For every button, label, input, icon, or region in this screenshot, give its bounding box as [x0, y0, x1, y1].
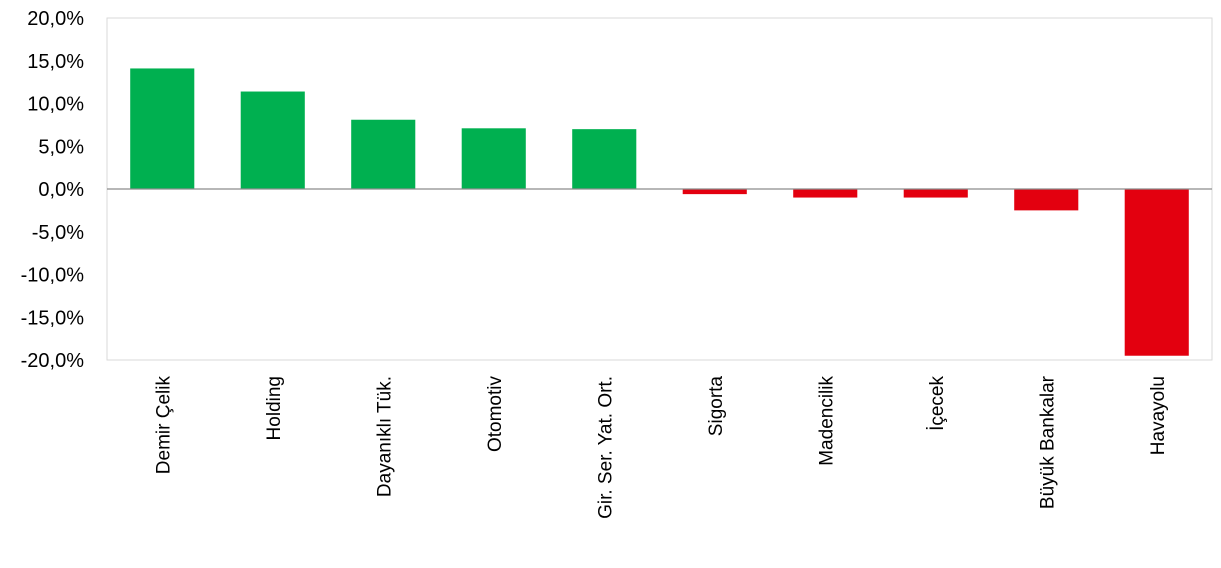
y-tick-label: 20,0% [27, 8, 84, 30]
y-tick-label: -15,0% [21, 307, 85, 329]
x-tick-label: İçecek [927, 376, 948, 431]
y-axis-tick-labels: 20,0% 15,0% 10,0% 5,0% 0,0% -5,0% -10,0% -15,0%… [21, 8, 85, 372]
x-tick-label: Holding [264, 376, 285, 440]
bar-6 [793, 189, 858, 198]
y-tick-label: 0,0% [38, 179, 84, 201]
y-tick-label: -10,0% [21, 265, 85, 287]
bar-7 [903, 189, 968, 198]
bar-9 [1124, 189, 1189, 356]
bar-2 [351, 119, 416, 189]
x-tick-label: Otomotiv [485, 376, 506, 453]
y-tick-label: 15,0% [27, 51, 84, 73]
y-tick-label: -5,0% [32, 222, 84, 244]
x-axis-tick-labels: Demir Çelik Holding Dayanıklı Tük. Otomotiv… [153, 375, 1169, 519]
x-tick-label: Sigorta [706, 376, 727, 437]
x-tick-label: Madencilik [816, 376, 837, 466]
bar-3 [461, 128, 526, 189]
y-tick-label: -20,0% [21, 350, 85, 372]
bar-0 [130, 68, 195, 189]
x-tick-label: Gir. Ser. Yat. Ort. [595, 376, 616, 519]
bar-8 [1014, 189, 1079, 211]
bars [130, 68, 1189, 356]
bar-4 [572, 129, 637, 189]
x-tick-label: Demir Çelik [153, 376, 174, 475]
x-tick-label: Dayanıklı Tük. [374, 376, 395, 497]
x-tick-label: Havayolu [1148, 376, 1169, 455]
bar-5 [682, 189, 747, 195]
bar-1 [240, 91, 305, 189]
x-tick-label: Büyük Bankalar [1037, 375, 1058, 509]
y-tick-label: 5,0% [38, 136, 84, 158]
y-tick-label: 10,0% [27, 94, 84, 116]
